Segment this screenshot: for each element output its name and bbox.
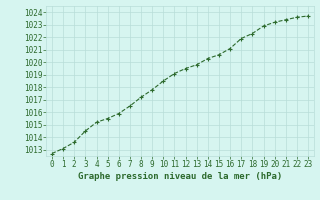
X-axis label: Graphe pression niveau de la mer (hPa): Graphe pression niveau de la mer (hPa) [78,172,282,181]
